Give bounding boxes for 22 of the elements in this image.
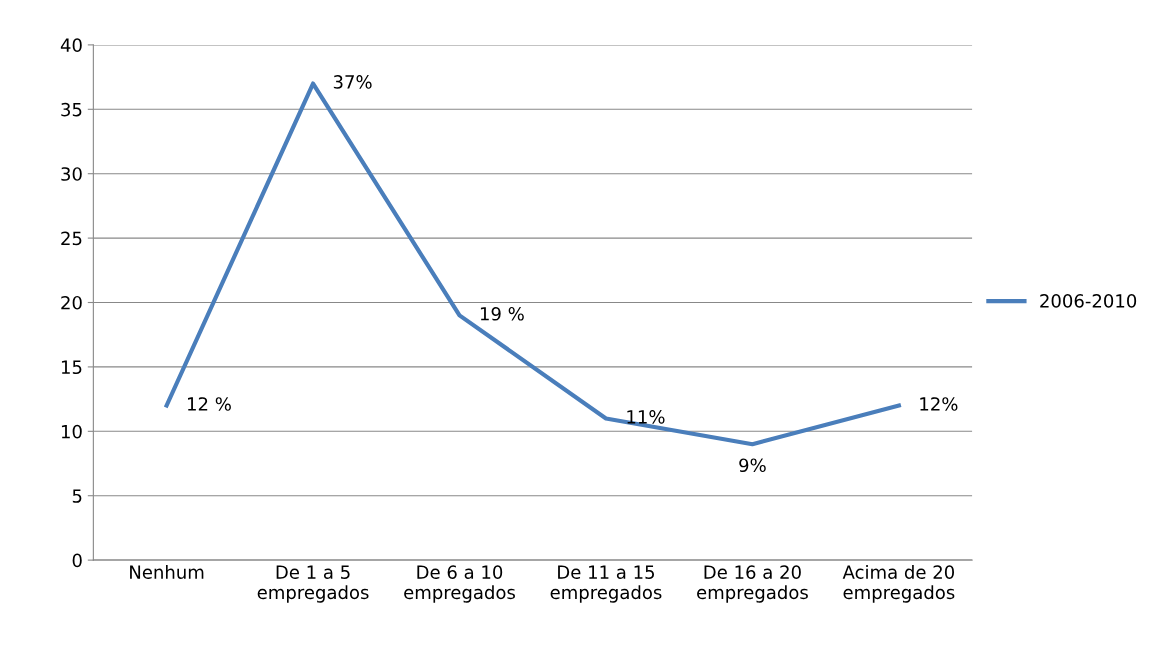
y-tick-label: 10 <box>61 424 82 439</box>
x-tick-label: De 1 a 5 empregados <box>257 565 369 603</box>
x-tick-label: Acima de 20 empregados <box>842 564 955 603</box>
x-tick-label: De 11 a 15 empregados <box>550 565 662 603</box>
data-label: 19 % <box>480 306 524 321</box>
y-tick-label: 30 <box>61 167 82 181</box>
y-tick-label: 35 <box>61 102 82 117</box>
data-label: 37% <box>333 75 372 89</box>
data-label: 12% <box>920 397 958 411</box>
data-label: 11% <box>627 410 665 424</box>
y-tick-label: 40 <box>60 38 82 53</box>
y-tick-label: 5 <box>72 489 82 503</box>
x-tick-label: De 16 a 20 empregados <box>697 565 808 603</box>
y-tick-label: 0 <box>72 553 82 568</box>
x-tick-label: De 6 a 10 empregados <box>404 565 515 603</box>
legend-label: 2006-2010 <box>1040 294 1137 308</box>
y-tick-label: 15 <box>61 360 82 375</box>
x-tick-label: Nenhum <box>130 564 204 579</box>
y-tick-label: 25 <box>61 231 82 246</box>
data-label: 12 % <box>188 397 231 411</box>
y-tick-label: 20 <box>61 295 82 310</box>
data-label: 9% <box>739 458 766 473</box>
